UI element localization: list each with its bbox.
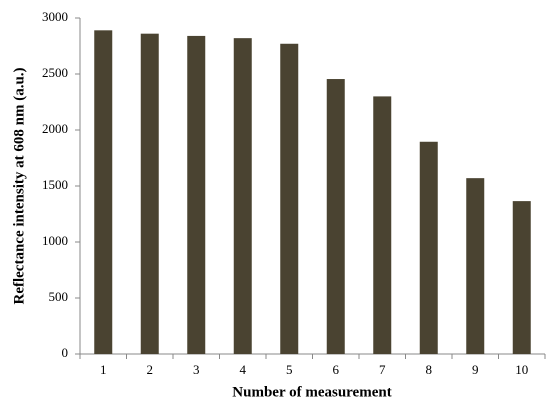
x-tick-label: 9 [472,362,479,377]
y-tick-label: 3000 [42,9,68,24]
bar [419,141,438,354]
bar [280,43,299,354]
bar [326,79,345,354]
x-tick-label: 5 [286,362,293,377]
y-tick-label: 1500 [42,177,68,192]
y-tick-label: 500 [49,289,69,304]
y-tick-label: 2500 [42,65,68,80]
x-tick-label: 7 [379,362,386,377]
bar [373,96,392,355]
y-tick-label: 2000 [42,121,68,136]
bar [140,33,159,355]
x-tick-label: 1 [100,362,107,377]
bar [512,201,531,354]
y-tick-label: 0 [62,345,69,360]
bar [233,38,252,354]
x-tick-label: 2 [147,362,154,377]
x-tick-label: 4 [240,362,247,377]
x-tick-label: 6 [333,362,340,377]
x-tick-label: 10 [515,362,528,377]
bar [187,35,206,355]
bar [466,178,485,354]
y-axis-title: Reflectance intensity at 608 nm (a.u.) [11,67,27,304]
x-axis-title: Number of measurement [232,384,391,400]
y-tick-label: 1000 [42,233,68,248]
x-tick-label: 8 [426,362,433,377]
x-tick-label: 3 [193,362,200,377]
bar [94,30,113,354]
